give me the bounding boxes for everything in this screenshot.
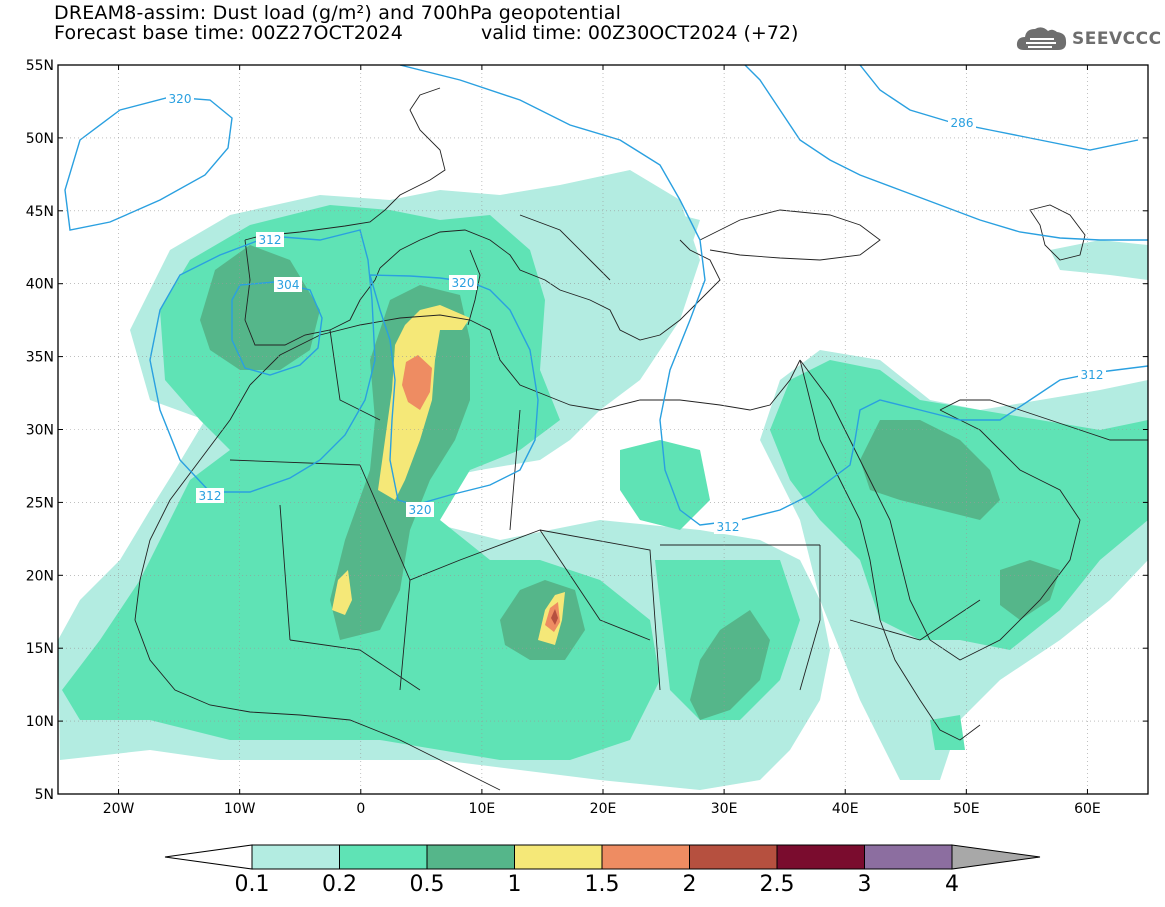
contour-label-bg [948,115,976,130]
colorbar-label: 4 [945,872,959,897]
lat-label: 25N [26,495,54,511]
dust-level-0.5 [200,245,1060,720]
cloud-icon [1016,27,1067,50]
contour-label: 286 [951,116,974,130]
contour-label-bg [449,275,477,290]
map-axes: 55N 50N 45N 40N 35N 30N 25N 20N 15N 10N 5N 20W 10W 0 1… [26,58,1148,817]
colorbar-label: 1.5 [585,872,620,897]
lon-label: 40E [832,801,859,817]
colorbar-swatch [601,844,690,870]
lon-label: 30E [711,801,738,817]
colorbar-over-arrow [951,844,1041,870]
colorbar-swatch [426,844,515,870]
contour-label-bg [1078,367,1106,382]
lon-label: 20E [590,801,617,817]
valid-time: valid time: 00Z30OCT2024 (+72) [481,22,799,44]
lat-label: 55N [26,58,54,74]
forecast-base-time: Forecast base time: 00Z27OCT2024 [54,22,404,44]
lat-label: 50N [26,131,54,147]
contour-label: 312 [259,233,282,247]
contour-label: 312 [199,489,222,503]
lat-label: 15N [26,641,54,657]
contour-label: 320 [409,503,432,517]
lat-label: 30N [26,423,54,439]
colorbar-label: 1 [508,872,522,897]
map-grid [58,65,1148,794]
lat-label: 40N [26,277,54,293]
lon-label: 20W [103,801,135,817]
colorbar-swatch [689,844,778,870]
coastlines-borders [134,87,1148,791]
colorbar-label: 2 [683,872,697,897]
colorbar-swatch [514,844,603,870]
lon-label: 50E [953,801,980,817]
colorbar-swatch [339,844,428,870]
contour-label: 320 [169,92,192,106]
colorbar-swatch [251,844,340,870]
contour-label-bg [166,91,194,106]
lat-label: 35N [26,350,54,366]
lat-label: 5N [35,787,54,803]
lat-label: 45N [26,204,54,220]
lat-label: 20N [26,568,54,584]
logo-text: SEEVCCC [1072,29,1162,49]
contour-label-bg [196,488,224,503]
colorbar-label: 0.1 [235,872,270,897]
colorbar-label: 0.5 [410,872,445,897]
seevccc-logo: SEEVCCC [1016,24,1162,54]
contour-label: 304 [277,278,300,292]
map-title: DREAM8-assim: Dust load (g/m²) and 700hP… [54,2,622,24]
lat-label: 10N [26,714,54,730]
contour-label: 312 [717,520,740,534]
contour-label-bg [406,502,434,517]
contour-label-bg [256,232,284,247]
lon-label: 0 [356,801,365,817]
colorbar-swatch [776,844,865,870]
contour-label-bg [714,519,742,534]
colorbar-swatch [864,844,953,870]
contour-labels: 320 286 312 304 320 312 320 312 312 [166,91,1106,534]
colorbar-label: 0.2 [322,872,357,897]
lon-label: 10W [224,801,256,817]
lon-label: 60E [1074,801,1101,817]
colorbar-label: 3 [858,872,872,897]
contour-label-bg [274,277,302,292]
lon-label: 10E [469,801,496,817]
colorbar-under-arrow [164,844,253,870]
colorbar: 0.1 0.2 0.5 1 1.5 2 2.5 3 4 [164,844,1041,897]
dust-level-2 [551,609,558,625]
colorbar-label: 2.5 [760,872,795,897]
contour-label: 312 [1081,368,1104,382]
contour-label: 320 [452,276,475,290]
